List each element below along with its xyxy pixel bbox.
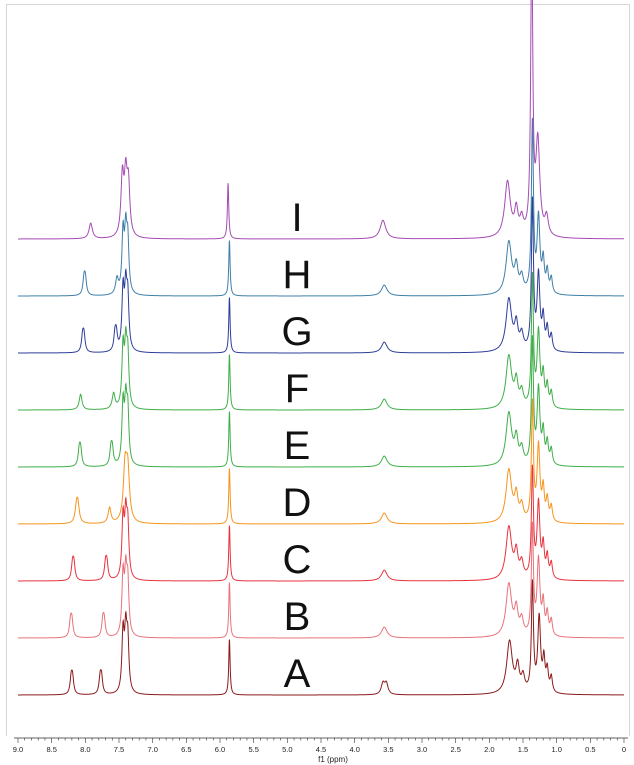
x-tick-label: 1.5 [518,745,528,754]
spectrum-trace-i [18,0,624,240]
x-tick-label: 6.5 [181,745,191,754]
spectrum-trace-h [18,117,624,297]
trace-label-h: H [283,253,312,297]
x-tick-label: 4.5 [316,745,326,754]
trace-label-a: A [284,652,311,696]
x-tick-label: 3.5 [383,745,393,754]
trace-label-g: G [281,310,312,354]
spectrum-trace-a [18,579,624,696]
x-tick-label: 6.0 [215,745,225,754]
spectrum-trace-d [18,398,624,525]
trace-label-b: B [284,595,311,639]
spectrum-trace-g [18,196,624,354]
x-tick-label: 8.5 [46,745,56,754]
x-tick-label: 4.0 [349,745,359,754]
x-tick-label: 5.0 [282,745,292,754]
spectrum-trace-f [18,271,624,411]
x-axis-ticks: 9.0 8.5 8.0 7.5 7.0 6.5 6.0 5.5 5.0 4.5 4.0 3.5 3.0 2… [13,738,626,754]
x-tick-label: 3.0 [417,745,427,754]
x-tick-label: 9.0 [13,745,23,754]
trace-label-e: E [284,424,311,468]
x-tick-label: 1.0 [551,745,561,754]
x-tick-label: 2.0 [484,745,494,754]
x-tick-label: 0.5 [585,745,595,754]
x-axis: 9.0 8.5 8.0 7.5 7.0 6.5 6.0 5.5 5.0 4.5 4.0 3.5 3.0 2… [13,737,628,764]
trace-label-f: F [285,367,309,411]
x-tick-label: 0 [622,745,626,754]
x-tick-label: 7.0 [147,745,157,754]
spectrum-trace-b [18,521,624,639]
x-axis-label: f1 (ppm) [318,755,348,764]
trace-label-i: I [291,196,302,240]
x-tick-label: 5.5 [248,745,258,754]
x-tick-label: 8.0 [80,745,90,754]
spectrum-trace-c [18,464,624,582]
trace-label-d: D [283,481,312,525]
spectrum-traces [18,0,625,696]
x-tick-label: 2.5 [450,745,460,754]
trace-label-c: C [283,538,312,582]
frame-right-border [629,4,630,736]
frame-top-border [6,4,630,5]
spectrum-trace-e [18,335,625,468]
x-tick-label: 7.5 [114,745,124,754]
frame-left-border [6,4,7,736]
